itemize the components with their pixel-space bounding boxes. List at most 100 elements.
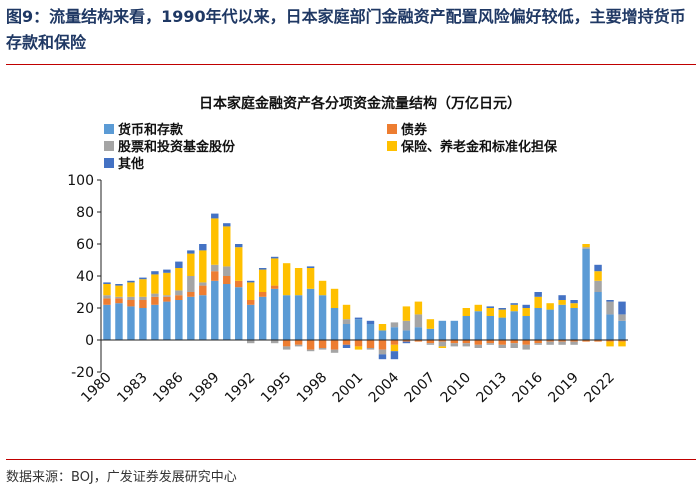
legend-swatch-deposits (104, 124, 114, 134)
bar-segment-2020-s1 (582, 340, 590, 342)
bar-segment-1993-s0 (258, 296, 267, 340)
bar-segment-2015-s3 (522, 308, 530, 316)
y-tick-label: 80 (76, 205, 94, 221)
bar-segment-2000-s0 (342, 324, 351, 340)
source-note: 数据来源：BOJ，广发证券发展研究中心 (6, 470, 237, 485)
bar-segment-2008-s1 (438, 340, 447, 342)
bar-segment-1996-s2 (294, 344, 303, 347)
bar-segment-2022-s1 (606, 340, 614, 342)
bar-segment-2006-s0 (414, 327, 423, 340)
bar-segment-2008-s3 (438, 346, 447, 348)
bar-segment-2016-s1 (534, 340, 542, 344)
bar-segment-1988-s0 (199, 295, 207, 340)
bar-segment-1997-s2 (306, 349, 315, 352)
bar-segment-2013-s0 (498, 317, 506, 340)
bar-segment-1980-s0 (103, 304, 111, 340)
bar-segment-1983-s0 (139, 308, 147, 340)
bar-segment-1997-s3 (306, 268, 315, 289)
bar-segment-1991-s0 (235, 287, 243, 340)
bar-segment-2018-s2 (558, 341, 566, 345)
bar-segment-1983-s3 (139, 279, 147, 297)
bar-segment-1998-s0 (318, 295, 327, 340)
bar-segment-1991-s1 (235, 280, 243, 288)
bar-segment-1987-s0 (187, 296, 195, 340)
x-tick-label: 1998 (294, 370, 331, 407)
bar-segment-1982-s3 (127, 282, 135, 297)
bar-segment-1980-s3 (103, 284, 111, 296)
bar-segment-2002-s0 (366, 324, 375, 340)
bar-segment-1993-s4 (258, 268, 267, 270)
bar-segment-2014-s0 (510, 311, 518, 340)
bar-segment-2006-s3 (414, 301, 423, 315)
bar-segment-2014-s4 (510, 303, 518, 305)
bar-segment-1994-s4 (270, 256, 279, 259)
bar-segment-2004-s0 (390, 327, 399, 340)
bar-segment-2005-s2 (402, 320, 411, 331)
bar-segment-2012-s1 (486, 340, 494, 344)
bar-segment-1996-s1 (294, 340, 303, 345)
bar-segment-2012-s0 (486, 316, 494, 340)
figure-title: 图9：流量结构来看，1990年代以来，日本家庭部门金融资产配置风险偏好较低，主要… (6, 7, 686, 52)
x-tick-label: 2007 (402, 370, 439, 407)
bar-segment-1987-s4 (187, 250, 195, 254)
bar-segment-1993-s3 (258, 269, 267, 292)
x-tick-label: 2010 (438, 370, 475, 407)
bar-segment-1993-s1 (258, 292, 267, 297)
bar-segment-2002-s1 (366, 340, 375, 348)
bar-segment-1982-s2 (127, 296, 135, 300)
bar-segment-1987-s3 (187, 253, 195, 276)
bar-segment-2016-s3 (534, 296, 542, 308)
bar-segment-1995-s0 (282, 295, 291, 340)
bar-segment-2014-s3 (510, 304, 518, 312)
bar-segment-1994-s3 (270, 258, 279, 286)
bar-segment-2018-s0 (558, 304, 566, 340)
bar-segment-2001-s4 (354, 317, 363, 320)
bar-segment-2005-s0 (402, 330, 411, 340)
bar-segment-2019-s1 (570, 340, 578, 342)
bar-segment-2016-s2 (534, 343, 542, 345)
bar-segment-2003-s2 (378, 349, 387, 355)
x-tick-label: 2013 (474, 370, 511, 407)
legend-swatch-bonds (387, 124, 397, 134)
bar-segment-2003-s1 (378, 340, 387, 350)
bar-segment-2021-s3 (594, 271, 602, 281)
bar-segment-2001-s0 (354, 319, 363, 340)
bar-segment-2000-s4 (342, 344, 351, 348)
legend-label-stocks-funds: 股票和投资基金股份 (118, 139, 236, 155)
bar-segment-2023-s3 (618, 341, 626, 347)
x-tick-label: 2004 (366, 369, 403, 406)
bar-segment-2015-s4 (522, 304, 530, 308)
bar-segment-1986-s1 (175, 295, 183, 300)
bar-segment-1991-s4 (235, 244, 243, 248)
bar-segment-2017-s0 (546, 309, 554, 340)
bar-segment-2009-s0 (450, 320, 459, 340)
bar-segment-2004-s3 (390, 344, 399, 352)
bar-segment-2005-s1 (402, 340, 411, 342)
bar-segment-1992-s3 (247, 282, 255, 300)
y-tick-label: -20 (71, 365, 94, 381)
bottom-divider (6, 459, 696, 460)
bar-segment-2021-s4 (594, 264, 602, 272)
bar-segment-1986-s4 (175, 261, 183, 268)
bar-segment-2018-s1 (558, 340, 566, 342)
bar-segment-2011-s2 (474, 344, 482, 348)
bar-segment-1988-s4 (199, 244, 207, 251)
bar-segment-2018-s4 (558, 295, 566, 300)
bar-segment-1985-s4 (163, 269, 171, 273)
bar-segment-1995-s2 (282, 346, 291, 350)
bar-segment-1988-s1 (199, 285, 207, 296)
bar-segment-2022-s0 (606, 314, 614, 340)
bar-segment-2022-s4 (606, 300, 614, 302)
bar-segment-2000-s1 (342, 340, 351, 345)
bar-segment-2017-s1 (546, 340, 554, 342)
x-tick-label: 1989 (186, 370, 223, 407)
bar-segment-1982-s1 (127, 300, 135, 307)
bar-segment-1999-s3 (330, 288, 339, 308)
bar-segment-1981-s0 (115, 303, 123, 340)
bar-segment-1980-s4 (103, 282, 111, 284)
x-tick-label: 1992 (222, 370, 259, 407)
bar-segment-1985-s1 (163, 296, 171, 302)
bar-segment-1990-s2 (223, 266, 231, 276)
legend-swatch-stocks-funds (104, 141, 114, 151)
bar-segment-1999-s0 (330, 308, 339, 340)
